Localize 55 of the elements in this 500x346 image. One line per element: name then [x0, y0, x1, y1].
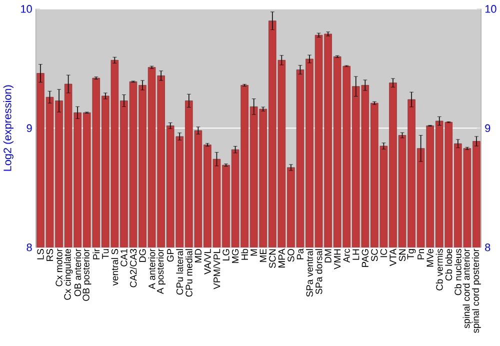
- x-tick-label: VA/VL: [204, 248, 211, 274]
- x-tick-label: PAG: [362, 249, 368, 267]
- x-tick-label: SO: [288, 248, 294, 262]
- x-tick-label: SCN: [269, 249, 276, 268]
- x-tick-label: CA1: [120, 248, 128, 266]
- y-axis-title: Log2 (expression): [3, 85, 14, 171]
- x-tick-label: SPa ventral: [306, 249, 313, 297]
- x-tick-label: SN: [398, 249, 406, 262]
- x-tick-label: OB posterior: [82, 248, 92, 301]
- x-tick-label: ventral S: [111, 248, 118, 286]
- x-tick-label: GP: [167, 248, 174, 262]
- x-tick-label: MG: [232, 249, 239, 263]
- x-tick-label: Tu: [102, 249, 109, 259]
- x-tick-label: CPu medial: [185, 249, 192, 297]
- y-tick-label: 9: [26, 124, 32, 132]
- x-tick-label: OB anterior: [74, 248, 82, 296]
- x-tick-label: DG: [139, 249, 146, 262]
- x-tick-label: IC: [380, 248, 388, 257]
- x-tick-label: CA2/CA3: [130, 248, 137, 288]
- x-tick-label: VMH: [334, 249, 341, 270]
- x-tick-label: SC: [371, 248, 378, 262]
- x-tick-label: Cb nucleus: [454, 248, 462, 295]
- x-tick-label: Cx motor: [56, 248, 62, 286]
- x-tick-label: LH: [352, 249, 360, 260]
- x-tick-label: Hb: [241, 248, 248, 260]
- x-tick-label: A posterior: [156, 248, 166, 294]
- x-tick-label: MVe: [426, 248, 434, 266]
- x-tick-label: SPa dorsal: [315, 249, 322, 294]
- x-tick-label: Cx cingulate: [64, 248, 73, 300]
- x-tick-label: MD: [194, 248, 202, 262]
- x-tick-label: Pir: [92, 248, 100, 260]
- x-tick-label: spinal cord posterior: [472, 248, 481, 333]
- x-tick-label: VPM/VPL: [213, 248, 220, 290]
- x-tick-label: A anterior: [148, 248, 156, 290]
- x-tick-label: CPu lateral: [176, 249, 184, 294]
- x-tick-label: Arc: [343, 248, 350, 262]
- x-tick-label: LG: [222, 249, 230, 260]
- y-tick-label: 8: [26, 243, 32, 252]
- x-tick-label: Tg: [407, 249, 416, 260]
- x-tick-label: MPA: [278, 248, 285, 268]
- x-tick-label: DM: [324, 249, 332, 262]
- y2-tick-label: 9: [485, 124, 490, 132]
- x-tick-label: LS: [37, 248, 44, 260]
- x-tick-label: ME: [260, 248, 266, 262]
- x-tick-label: RS: [46, 248, 54, 261]
- y2-tick-label: 8: [485, 243, 490, 252]
- x-tick-label: Cb vermis: [436, 248, 443, 290]
- x-tick-label: Pn: [418, 249, 424, 260]
- y2-tick-label: 10: [485, 4, 496, 13]
- x-tick-label: Cb lobe: [445, 248, 452, 280]
- y-tick-label: 10: [21, 4, 32, 13]
- x-tick-label: Pa: [296, 248, 304, 260]
- x-tick-label: spinal cord anterior: [462, 248, 472, 328]
- x-tick-label: VTA: [390, 248, 396, 266]
- x-tick-label: M: [250, 249, 258, 256]
